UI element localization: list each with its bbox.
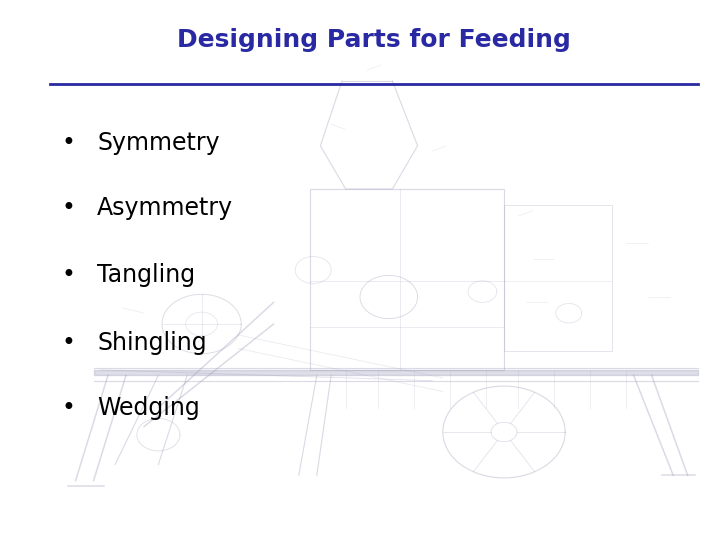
Text: Designing Parts for Feeding: Designing Parts for Feeding [177,29,572,52]
Text: •: • [61,131,76,155]
Text: •: • [61,331,76,355]
Text: •: • [61,264,76,287]
Text: Shingling: Shingling [97,331,207,355]
Text: Asymmetry: Asymmetry [97,196,233,220]
Text: Wedging: Wedging [97,396,200,420]
Text: •: • [61,196,76,220]
Text: Symmetry: Symmetry [97,131,220,155]
Text: •: • [61,396,76,420]
Text: Tangling: Tangling [97,264,195,287]
